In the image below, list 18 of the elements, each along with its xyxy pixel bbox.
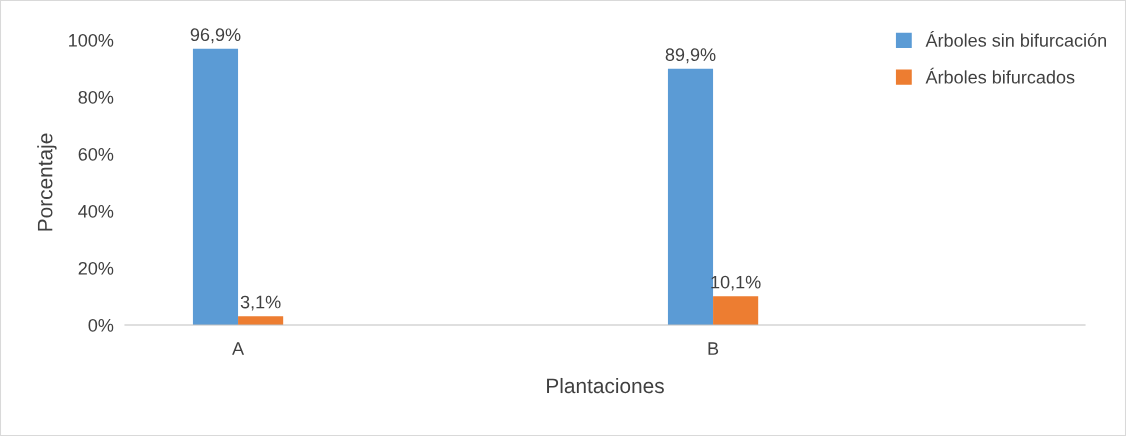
y-tick-label: 0% [88, 318, 114, 332]
y-axis-title: Porcentaje [37, 133, 57, 231]
x-axis-title: Plantaciones [547, 377, 664, 394]
bar [238, 316, 284, 325]
y-tick-label: 20% [78, 261, 114, 275]
legend-label: Árboles bifurcados [925, 67, 1075, 84]
y-tick-label: 40% [78, 204, 114, 218]
y-tick-label: 80% [78, 90, 114, 104]
data-label: 96,9% [190, 28, 241, 44]
data-label: 89,9% [665, 48, 716, 64]
y-tick-label: 100% [69, 33, 114, 47]
bar [192, 48, 239, 325]
x-tick-label: B [708, 342, 719, 355]
y-tick-label: 60% [78, 147, 114, 161]
bar [713, 296, 759, 325]
data-label: 3,1% [240, 295, 281, 311]
legend-label: Árboles sin bifurcación [925, 30, 1106, 47]
x-tick-label: A [232, 342, 245, 355]
